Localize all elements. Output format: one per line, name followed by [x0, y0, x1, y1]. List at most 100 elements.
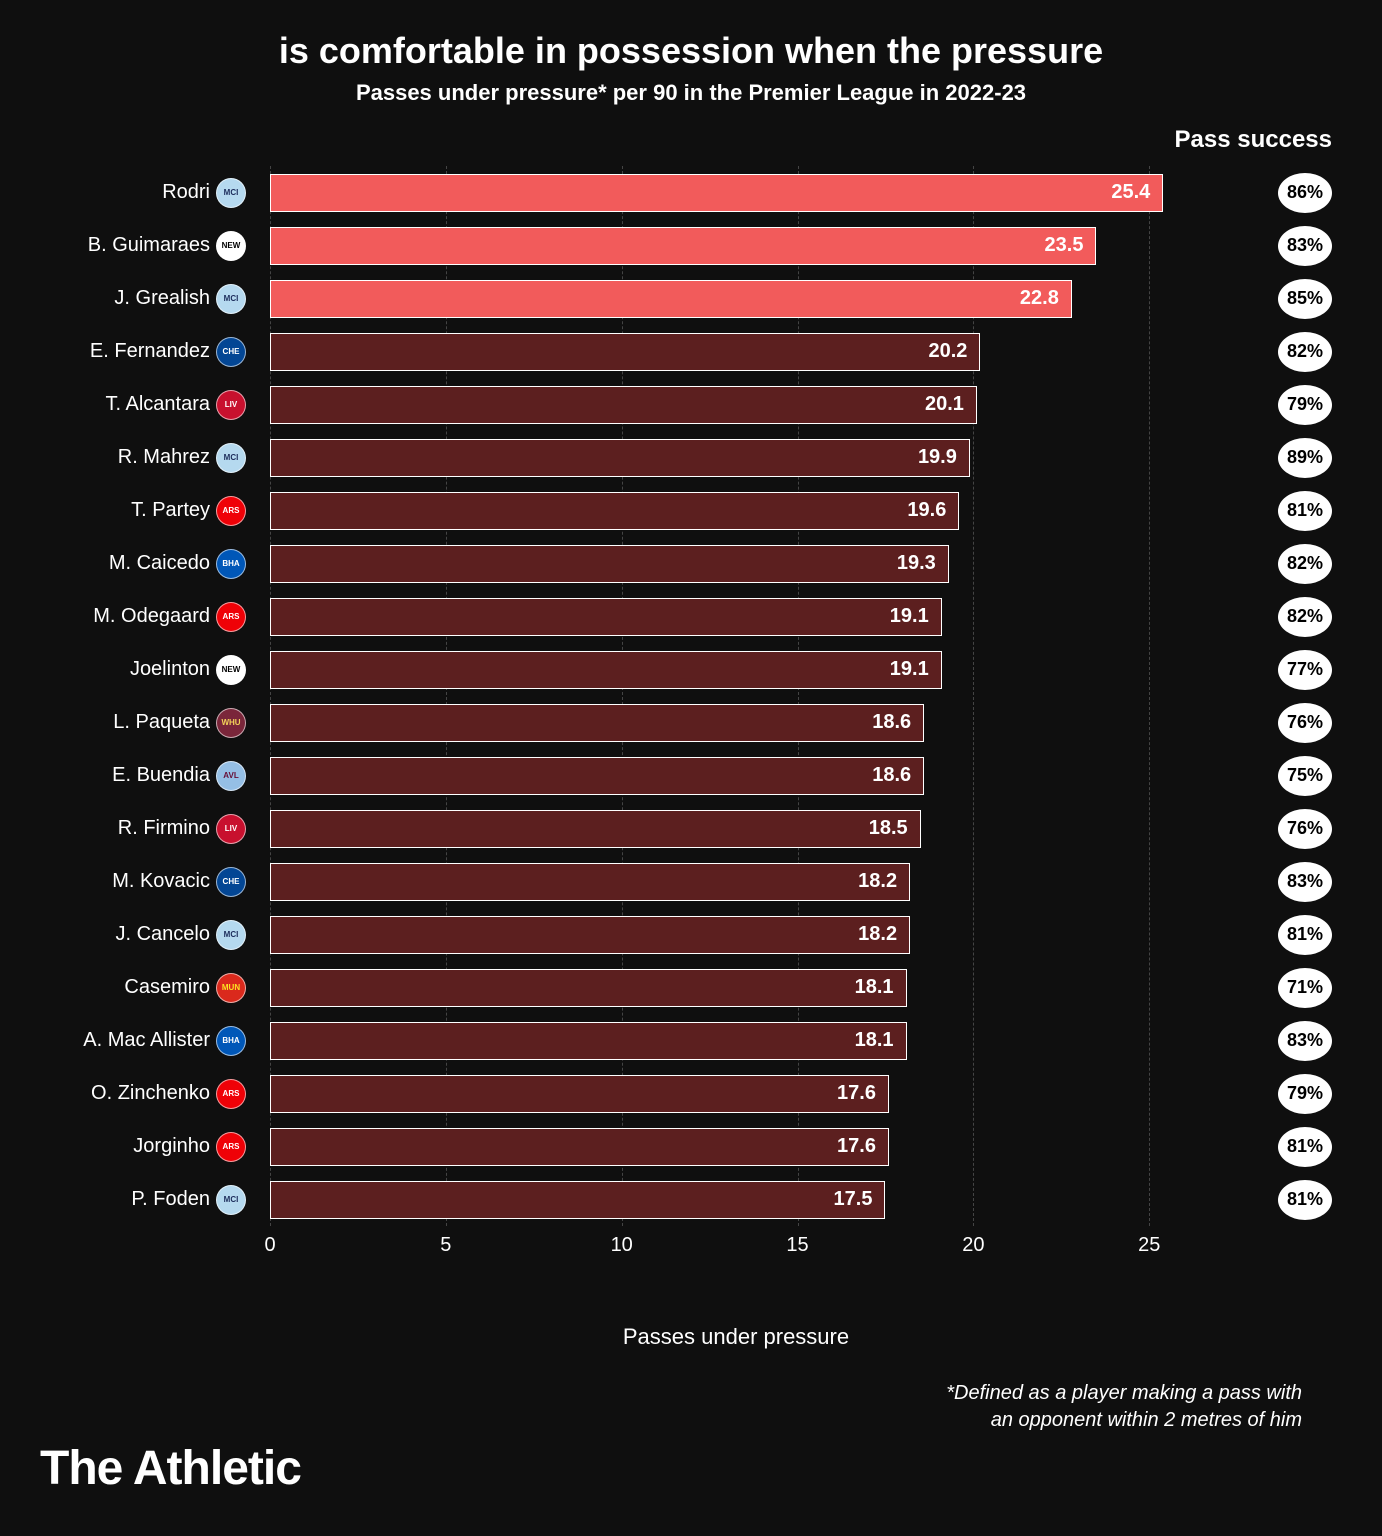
bar: 17.6 [270, 1075, 889, 1113]
bar-track: 18.6 [270, 757, 1202, 795]
club-badge-icon: ARS [216, 602, 246, 632]
bar-row: JoelintonNEW19.177% [240, 643, 1202, 696]
pass-success-pill: 76% [1278, 703, 1332, 743]
bar: 19.9 [270, 439, 970, 477]
pass-success-pill: 79% [1278, 1074, 1332, 1114]
bar: 20.2 [270, 333, 980, 371]
bar-track: 18.1 [270, 1022, 1202, 1060]
bar-value: 18.6 [872, 711, 911, 734]
bar-track: 19.6 [270, 492, 1202, 530]
x-tick: 25 [1138, 1234, 1160, 1257]
pass-success-pill: 82% [1278, 332, 1332, 372]
player-name: Jorginho [60, 1135, 210, 1158]
club-badge-icon: LIV [216, 814, 246, 844]
x-axis: 0510152025 [270, 1234, 1202, 1274]
bar-row: R. FirminoLIV18.576% [240, 802, 1202, 855]
club-badge-icon: MCI [216, 920, 246, 950]
player-name: J. Grealish [60, 287, 210, 310]
bar-track: 20.2 [270, 333, 1202, 371]
club-badge-icon: CHE [216, 867, 246, 897]
club-badge-icon: MCI [216, 284, 246, 314]
pass-success-pill: 81% [1278, 1127, 1332, 1167]
x-tick: 20 [962, 1234, 984, 1257]
chart-area: Pass success RodriMCI25.486%B. Guimaraes… [240, 136, 1202, 1434]
pass-success-pill: 77% [1278, 650, 1332, 690]
player-name: Joelinton [60, 658, 210, 681]
bar-value: 18.2 [858, 870, 897, 893]
bar-row: L. PaquetaWHU18.676% [240, 696, 1202, 749]
bar-track: 18.1 [270, 969, 1202, 1007]
player-name: Casemiro [60, 976, 210, 999]
bar: 18.5 [270, 810, 921, 848]
bar-value: 17.6 [837, 1082, 876, 1105]
bar-row: RodriMCI25.486% [240, 166, 1202, 219]
pass-success-pill: 83% [1278, 862, 1332, 902]
bar-track: 19.1 [270, 598, 1202, 636]
pass-success-pill: 85% [1278, 279, 1332, 319]
bar-row: A. Mac AllisterBHA18.183% [240, 1014, 1202, 1067]
player-name: E. Buendia [60, 764, 210, 787]
bar-rows: RodriMCI25.486%B. GuimaraesNEW23.583%J. … [240, 136, 1202, 1226]
club-badge-icon: NEW [216, 655, 246, 685]
bar: 18.6 [270, 757, 924, 795]
bar-row: J. GrealishMCI22.885% [240, 272, 1202, 325]
pass-success-pill: 75% [1278, 756, 1332, 796]
player-name: T. Partey [60, 499, 210, 522]
bar-track: 25.4 [270, 174, 1202, 212]
player-name: M. Caicedo [60, 552, 210, 575]
pass-success-pill: 71% [1278, 968, 1332, 1008]
bar-row: M. CaicedoBHA19.382% [240, 537, 1202, 590]
bar-value: 19.9 [918, 446, 957, 469]
bar-row: P. FodenMCI17.581% [240, 1173, 1202, 1226]
player-name: J. Cancelo [60, 923, 210, 946]
bar-row: M. OdegaardARS19.182% [240, 590, 1202, 643]
bar: 18.1 [270, 1022, 907, 1060]
bar: 20.1 [270, 386, 977, 424]
chart-title: is comfortable in possession when the pr… [60, 30, 1322, 72]
chart-subtitle: Passes under pressure* per 90 in the Pre… [60, 80, 1322, 106]
club-badge-icon: BHA [216, 1026, 246, 1056]
bar-value: 20.2 [928, 340, 967, 363]
club-badge-icon: MCI [216, 1185, 246, 1215]
bar: 19.1 [270, 598, 942, 636]
club-badge-icon: WHU [216, 708, 246, 738]
footnote: *Defined as a player making a pass with … [240, 1380, 1302, 1434]
bar-row: M. KovacicCHE18.283% [240, 855, 1202, 908]
bar-row: T. AlcantaraLIV20.179% [240, 378, 1202, 431]
bar-value: 17.5 [834, 1188, 873, 1211]
club-badge-icon: LIV [216, 390, 246, 420]
pass-success-pill: 83% [1278, 226, 1332, 266]
bar: 18.1 [270, 969, 907, 1007]
bar-value: 19.3 [897, 552, 936, 575]
bar-track: 17.5 [270, 1181, 1202, 1219]
bar: 18.2 [270, 863, 910, 901]
bar-track: 19.3 [270, 545, 1202, 583]
bar: 17.5 [270, 1181, 885, 1219]
bar-value: 20.1 [925, 393, 964, 416]
bar-track: 19.1 [270, 651, 1202, 689]
bar-track: 22.8 [270, 280, 1202, 318]
x-tick: 5 [440, 1234, 451, 1257]
bar: 18.6 [270, 704, 924, 742]
brand-logo: The Athletic [40, 1441, 301, 1496]
pass-success-pill: 81% [1278, 1180, 1332, 1220]
player-name: B. Guimaraes [60, 234, 210, 257]
bar-value: 18.5 [869, 817, 908, 840]
bar-track: 18.5 [270, 810, 1202, 848]
bar-value: 22.8 [1020, 287, 1059, 310]
player-name: O. Zinchenko [60, 1082, 210, 1105]
bar-value: 23.5 [1045, 234, 1084, 257]
footnote-line-2: an opponent within 2 metres of him [991, 1409, 1302, 1431]
player-name: T. Alcantara [60, 393, 210, 416]
bar-track: 18.2 [270, 916, 1202, 954]
bar: 23.5 [270, 227, 1096, 265]
bar-value: 25.4 [1111, 181, 1150, 204]
bar-value: 18.1 [855, 976, 894, 999]
player-name: M. Kovacic [60, 870, 210, 893]
bar-track: 20.1 [270, 386, 1202, 424]
player-name: M. Odegaard [60, 605, 210, 628]
bar: 19.3 [270, 545, 949, 583]
x-tick: 15 [786, 1234, 808, 1257]
bar-track: 18.6 [270, 704, 1202, 742]
bar-row: JorginhoARS17.681% [240, 1120, 1202, 1173]
